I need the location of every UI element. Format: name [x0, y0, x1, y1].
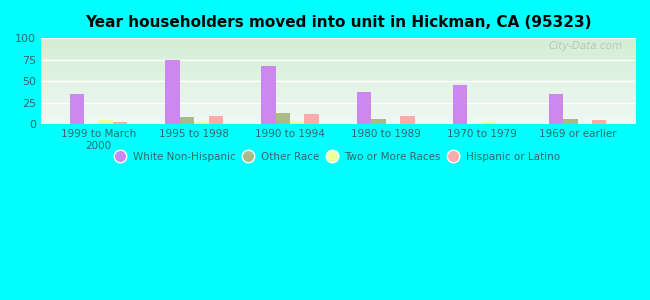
Legend: White Non-Hispanic, Other Race, Two or More Races, Hispanic or Latino: White Non-Hispanic, Other Race, Two or M… — [112, 148, 564, 166]
Bar — [592, 120, 606, 124]
Bar — [180, 117, 194, 124]
Bar — [357, 92, 371, 124]
Bar — [98, 120, 112, 124]
Bar — [112, 122, 127, 124]
Bar — [453, 85, 467, 124]
Bar — [482, 122, 496, 124]
Bar — [166, 60, 180, 124]
Bar — [261, 66, 276, 124]
Bar — [304, 114, 318, 124]
Bar — [400, 116, 415, 124]
Bar — [276, 113, 290, 124]
Title: Year householders moved into unit in Hickman, CA (95323): Year householders moved into unit in Hic… — [84, 15, 592, 30]
Bar — [371, 119, 386, 124]
Bar — [70, 94, 84, 124]
Bar — [563, 119, 577, 124]
Bar — [549, 94, 563, 124]
Bar — [194, 122, 209, 124]
Text: City-Data.com: City-Data.com — [549, 41, 623, 51]
Bar — [290, 121, 304, 124]
Bar — [209, 116, 223, 124]
